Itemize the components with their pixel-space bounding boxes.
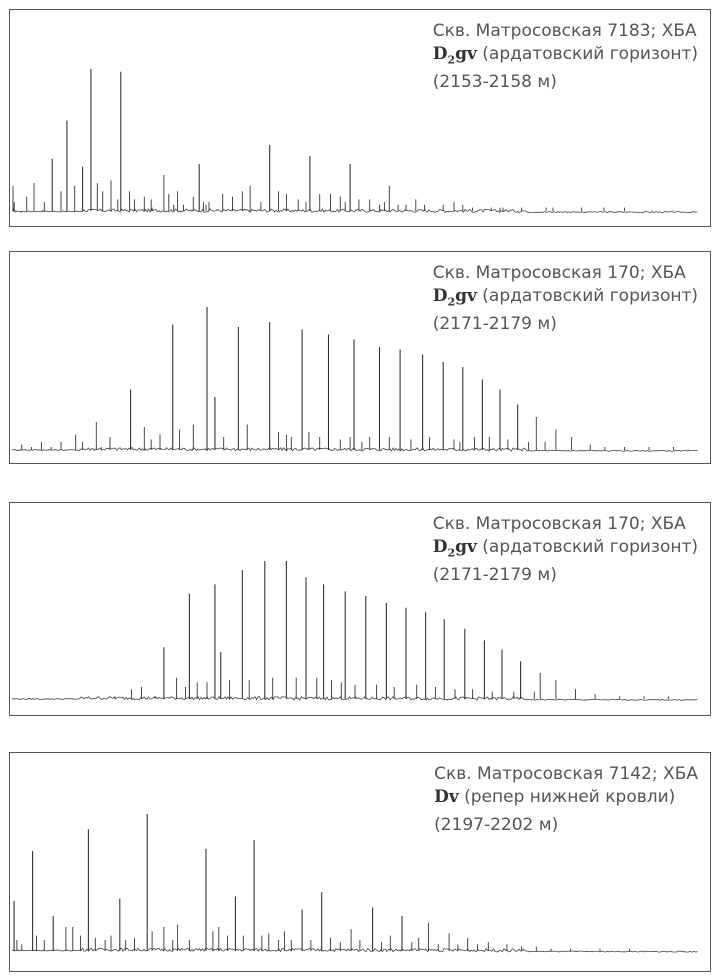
baseline-trace: [12, 208, 698, 214]
stratum-line: D2gv (ардатовский горизонт): [433, 285, 698, 313]
horizon-label: (ардатовский горизонт): [482, 286, 698, 306]
chromatogram-plot-3: [11, 561, 698, 701]
chromatogram-plot-1: [12, 69, 698, 214]
depth-label: (2171-2179 м): [432, 565, 557, 586]
stratum-index: D2gv: [432, 286, 477, 309]
stratum-index: D2gv: [432, 44, 477, 67]
chromatogram-panel-1: Скв. Матросовская 7183; ХБА D2gv (ардато…: [9, 9, 711, 227]
chromatogram-plot-4: [11, 814, 698, 953]
depth-label: (2153-2158 м): [432, 72, 557, 93]
well-label: Скв. Матросовская 170; ХБА: [432, 263, 686, 283]
chromatogram-caption-4: Скв. Матросовская 7142; ХБА Dv (репер ни…: [434, 763, 698, 837]
well-label: Скв. Матросовская 7142; ХБА: [434, 764, 698, 784]
baseline-trace: [11, 947, 698, 953]
stratum-line: Dv (репер нижней кровли): [434, 786, 698, 814]
stratum-index: D2gv: [432, 537, 477, 560]
stratum-line: D2gv (ардатовский горизонт): [433, 43, 698, 71]
horizon-label: (ардатовский горизонт): [482, 537, 698, 557]
horizon-label: (репер нижней кровли): [464, 787, 676, 807]
chromatogram-caption-2: Скв. Матросовская 170; ХБА D2gv (ардатов…: [433, 262, 698, 336]
chromatogram-panel-2: Скв. Матросовская 170; ХБА D2gv (ардатов…: [9, 251, 711, 464]
chromatogram-plot-2: [11, 307, 698, 452]
stratum-line: D2gv (ардатовский горизонт): [433, 536, 698, 564]
chromatogram-panel-4: Скв. Матросовская 7142; ХБА Dv (репер ни…: [9, 752, 711, 972]
well-label: Скв. Матросовская 170; ХБА: [432, 514, 686, 534]
chromatogram-panel-3: Скв. Матросовская 170; ХБА D2gv (ардатов…: [9, 502, 711, 716]
chromatogram-caption-3: Скв. Матросовская 170; ХБА D2gv (ардатов…: [433, 513, 698, 587]
stratum-index: Dv: [434, 787, 459, 807]
baseline-trace: [11, 446, 698, 452]
horizon-label: (ардатовский горизонт): [482, 44, 698, 64]
depth-label: (2171-2179 м): [432, 314, 557, 335]
depth-label: (2197-2202 м): [434, 815, 559, 836]
chromatogram-caption-1: Скв. Матросовская 7183; ХБА D2gv (ардато…: [433, 20, 698, 94]
well-label: Скв. Матросовская 7183; ХБА: [432, 21, 697, 41]
